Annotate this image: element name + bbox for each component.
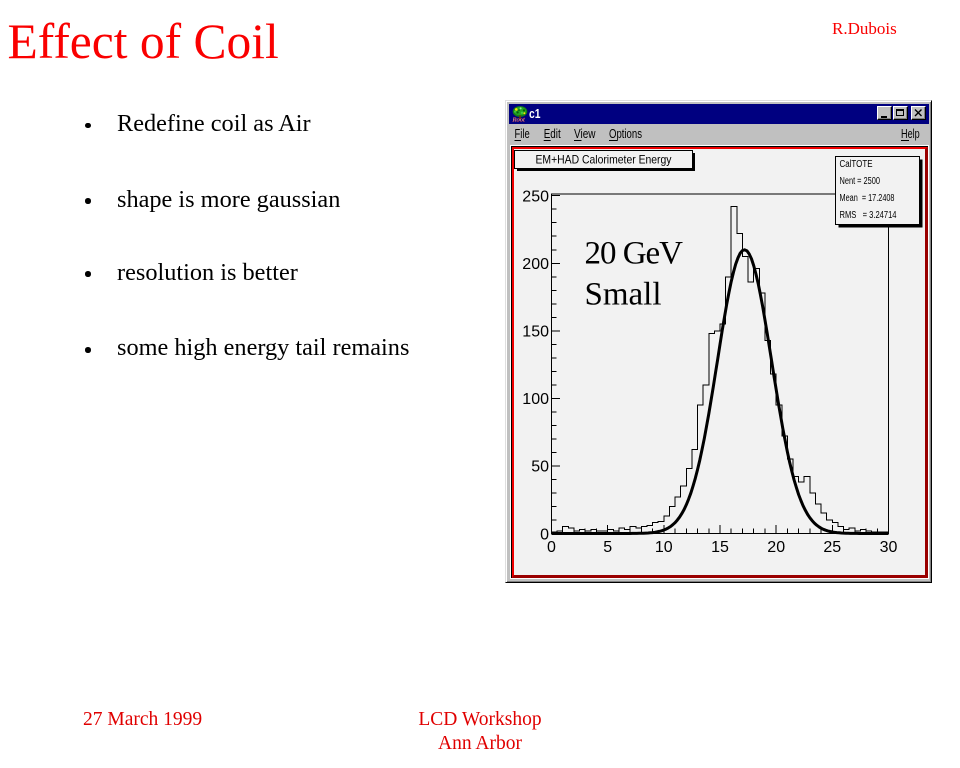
svg-text:150: 150 — [522, 324, 549, 341]
svg-text:c1: c1 — [529, 106, 541, 121]
svg-text:Mean = 17.2408: Mean = 17.2408 — [840, 193, 895, 204]
svg-text:250: 250 — [522, 189, 549, 206]
svg-text:100: 100 — [522, 391, 549, 408]
svg-text:20 GeV: 20 GeV — [585, 236, 684, 272]
svg-text:15: 15 — [711, 539, 729, 556]
svg-text:RMS = 3.24714: RMS = 3.24714 — [840, 210, 897, 221]
svg-text:File: File — [515, 126, 530, 141]
svg-text:30: 30 — [880, 539, 898, 556]
svg-text:Nent = 2500: Nent = 2500 — [840, 176, 881, 187]
svg-text:50: 50 — [531, 459, 549, 476]
svg-text:200: 200 — [522, 256, 549, 273]
svg-text:Edit: Edit — [544, 126, 561, 141]
svg-text:Options: Options — [609, 126, 642, 141]
svg-text:View: View — [574, 126, 596, 141]
svg-text:Root: Root — [512, 117, 525, 123]
svg-text:5: 5 — [603, 539, 612, 556]
svg-text:Small: Small — [585, 277, 662, 313]
svg-text:Help: Help — [901, 126, 920, 141]
svg-text:EM+HAD Calorimeter Energy: EM+HAD Calorimeter Energy — [536, 153, 672, 167]
svg-text:10: 10 — [655, 539, 673, 556]
svg-text:20: 20 — [767, 539, 785, 556]
svg-text:CalTOTE: CalTOTE — [840, 159, 873, 170]
svg-text:25: 25 — [823, 539, 841, 556]
svg-text:0: 0 — [540, 526, 549, 543]
svg-text:0: 0 — [547, 539, 556, 556]
